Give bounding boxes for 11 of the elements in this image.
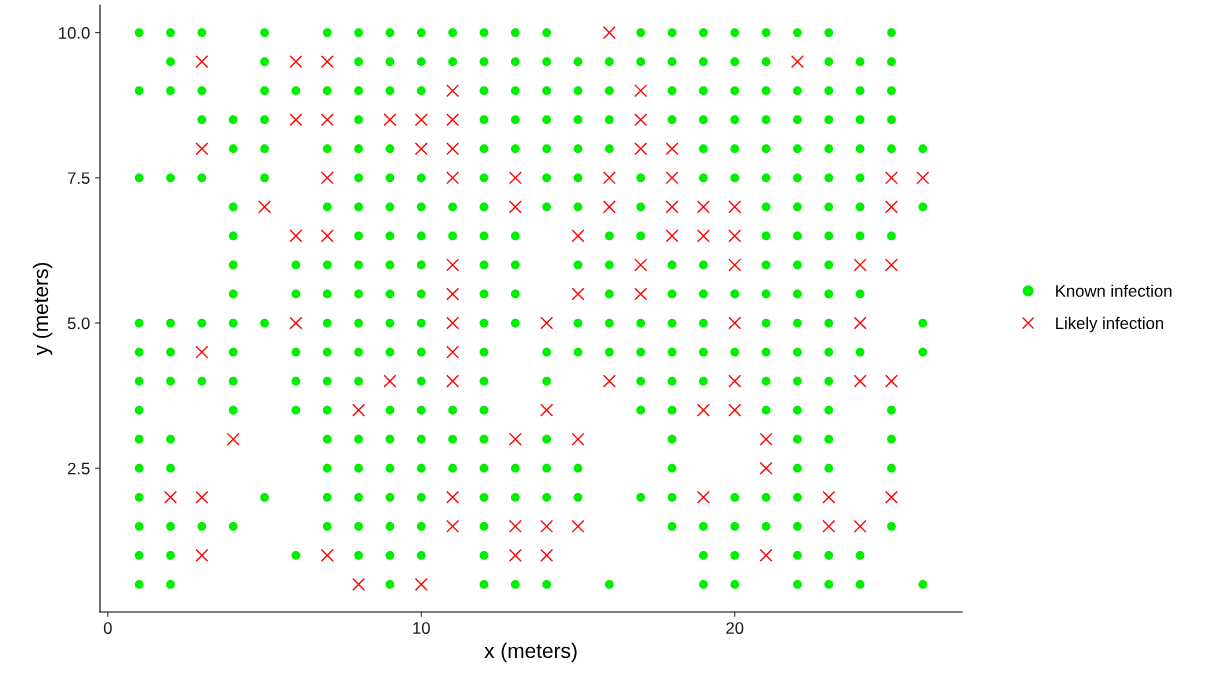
legend-label: Known infection: [1056, 284, 1172, 297]
y-tick-label: 2.5: [67, 462, 90, 475]
x-axis-title: x (meters): [484, 642, 577, 663]
y-tick-label: 7.5: [67, 172, 90, 185]
x-tick-label: 20: [726, 622, 744, 634]
y-tick-label: 10.0: [59, 26, 90, 39]
x-tick-label: 10: [413, 622, 430, 634]
y-tick-label: 5.0: [67, 317, 90, 330]
x-tick-label: 0: [103, 622, 112, 634]
y-axis-title: y (meters): [32, 262, 53, 356]
legend-label: Likely infection: [1056, 316, 1164, 333]
